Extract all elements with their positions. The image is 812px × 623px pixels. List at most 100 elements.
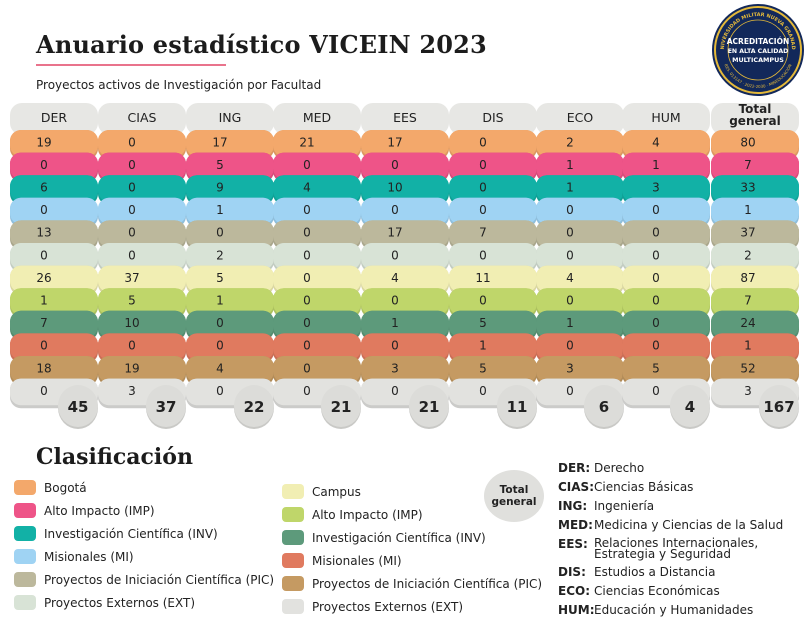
column-header-label: ECO bbox=[567, 110, 594, 125]
column-total: 37 bbox=[156, 398, 177, 416]
legend-label: Investigación Científica (INV) bbox=[44, 526, 218, 541]
abbreviation-row: DIS: Estudios a Distancia bbox=[558, 566, 808, 579]
cell-value: 0 bbox=[40, 248, 48, 262]
cell-bar bbox=[98, 243, 186, 270]
abbreviation-code: CIAS: bbox=[558, 480, 594, 494]
column-total: 22 bbox=[244, 398, 265, 416]
cell-bar bbox=[273, 265, 361, 293]
column-header-bg bbox=[536, 103, 624, 135]
legend-column-bogota: Bogotá Alto Impacto (IMP) Investigación Ci… bbox=[14, 476, 274, 614]
cell-value: 17 bbox=[212, 135, 227, 149]
column-hum: HUM 4 1 3 0 0 0 0 0 0 0 5 0 4 bbox=[622, 103, 710, 429]
cell-value: 0 bbox=[391, 248, 399, 262]
cell-bar bbox=[273, 175, 361, 202]
legend-label: Proyectos de Iniciación Científica (PIC) bbox=[44, 572, 275, 587]
legend-item: Proyectos Externos (EXT) bbox=[14, 591, 274, 614]
cell-value: 1 bbox=[391, 316, 399, 330]
legend-label: Misionales (MI) bbox=[312, 553, 402, 568]
legend-item: Proyectos de Iniciación Científica (PIC) bbox=[282, 572, 542, 595]
cell-value: 0 bbox=[391, 384, 399, 398]
cell-bar bbox=[711, 310, 799, 338]
cell-value: 5 bbox=[479, 361, 487, 375]
cell-value: 24 bbox=[740, 316, 755, 330]
cell-bar bbox=[711, 152, 799, 180]
total-circle bbox=[234, 385, 274, 427]
cell-value: 18 bbox=[36, 361, 51, 375]
total-circle bbox=[584, 385, 624, 427]
cell-value: 0 bbox=[566, 203, 574, 217]
legend-label: Alto Impacto (IMP) bbox=[312, 507, 423, 522]
cell-bar bbox=[622, 197, 710, 225]
page-subtitle: Proyectos activos de Investigación por F… bbox=[36, 78, 322, 92]
legend-label: Proyectos de Iniciación Científica (PIC) bbox=[312, 576, 543, 591]
cell-value: 0 bbox=[391, 158, 399, 172]
legend-swatch bbox=[14, 595, 36, 610]
cell-value: 1 bbox=[744, 203, 752, 217]
cell-bar bbox=[98, 333, 186, 360]
cell-bar bbox=[98, 197, 186, 225]
cell-value: 0 bbox=[652, 271, 660, 285]
cell-value: 0 bbox=[40, 339, 48, 353]
cell-value: 0 bbox=[303, 271, 311, 285]
cell-bar bbox=[361, 243, 449, 270]
cell-bar bbox=[711, 243, 799, 270]
legend-swatch bbox=[14, 549, 36, 564]
cell-value: 0 bbox=[479, 203, 487, 217]
legend-swatch bbox=[282, 484, 304, 499]
cell-value: 3 bbox=[652, 181, 660, 195]
cell-bar bbox=[186, 130, 274, 157]
cell-bar bbox=[622, 288, 710, 315]
cell-bar bbox=[273, 310, 361, 338]
legend-item: Alto Impacto (IMP) bbox=[282, 503, 542, 526]
cell-value: 0 bbox=[128, 181, 136, 195]
cell-value: 0 bbox=[479, 384, 487, 398]
cell-bar bbox=[622, 220, 710, 247]
legend-item: Investigación Científica (INV) bbox=[282, 526, 542, 549]
abbreviation-name: Estudios a Distancia bbox=[594, 565, 716, 579]
cell-value: 0 bbox=[216, 339, 224, 353]
column-header-label: DIS bbox=[482, 110, 503, 125]
cell-value: 19 bbox=[36, 135, 51, 149]
cell-value: 7 bbox=[40, 316, 48, 330]
cell-value: 0 bbox=[391, 294, 399, 308]
cell-bar bbox=[98, 175, 186, 202]
title-underline bbox=[36, 64, 226, 66]
column-total: 167 bbox=[763, 398, 794, 416]
cell-bar bbox=[186, 265, 274, 293]
total-circle bbox=[409, 385, 449, 427]
cell-value: 4 bbox=[216, 361, 224, 375]
legend-label: Proyectos Externos (EXT) bbox=[312, 599, 464, 614]
page-title: Anuario estadístico VICEIN 2023 bbox=[36, 30, 487, 59]
cell-value: 2 bbox=[566, 135, 574, 149]
cell-bar bbox=[622, 333, 710, 360]
abbreviation-name: Derecho bbox=[594, 461, 645, 475]
cell-value: 0 bbox=[566, 339, 574, 353]
cell-bar bbox=[10, 130, 98, 157]
abbreviation-row: ING: Ingeniería bbox=[558, 500, 808, 513]
abbreviation-row: MED: Medicina y Ciencias de la Salud bbox=[558, 519, 808, 532]
cell-value: 0 bbox=[479, 158, 487, 172]
cell-bar bbox=[273, 356, 361, 383]
column-header-bg bbox=[10, 103, 98, 135]
cell-value: 0 bbox=[479, 294, 487, 308]
cell-bar bbox=[711, 175, 799, 202]
column-header-label: MED bbox=[303, 110, 331, 125]
cell-value: 2 bbox=[744, 248, 752, 262]
cell-value: 0 bbox=[303, 316, 311, 330]
cell-value: 7 bbox=[479, 226, 487, 240]
cell-bar bbox=[361, 288, 449, 315]
cell-value: 4 bbox=[391, 271, 399, 285]
cell-value: 1 bbox=[566, 181, 574, 195]
cell-value: 0 bbox=[128, 158, 136, 172]
total-circle bbox=[321, 385, 361, 427]
column-header-label: DER bbox=[41, 110, 68, 125]
cell-value: 1 bbox=[216, 203, 224, 217]
accreditation-seal-icon: UNIVERSIDAD MILITAR NUEVA GRANADA RES. 0… bbox=[710, 2, 804, 96]
cell-bar bbox=[10, 310, 98, 338]
total-circle bbox=[759, 385, 799, 427]
abbreviation-code: ING: bbox=[558, 499, 588, 513]
cell-bar bbox=[536, 130, 624, 157]
cell-value: 10 bbox=[387, 181, 402, 195]
abbreviation-row: EES: Relaciones Internacionales, Estrateg… bbox=[558, 537, 808, 560]
cell-value: 0 bbox=[303, 361, 311, 375]
